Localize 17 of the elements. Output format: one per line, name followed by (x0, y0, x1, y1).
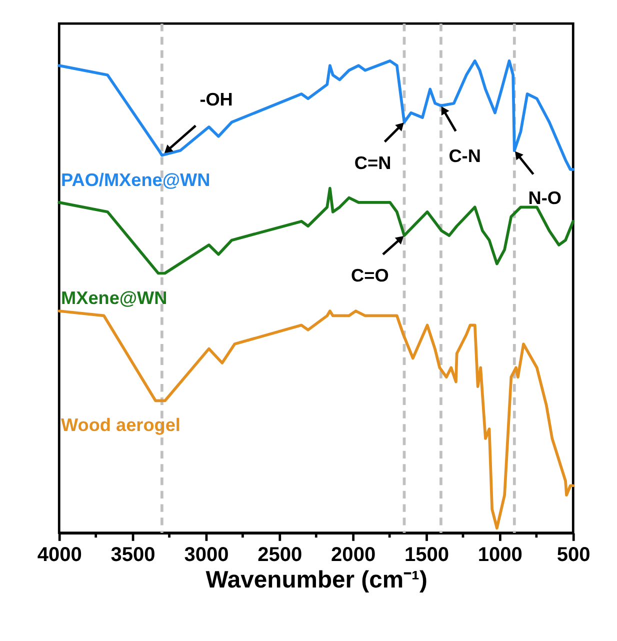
annotation: C=O (351, 265, 389, 286)
x-tick-label: 2500 (258, 544, 302, 566)
x-tick-label: 2000 (331, 544, 376, 566)
series-label: Wood aerogel (61, 415, 180, 436)
series-label: PAO/MXene@WN (61, 170, 210, 190)
x-tick-label: 1000 (478, 544, 522, 566)
annotation: C-N (448, 146, 481, 166)
series-label: MXene@WN (61, 288, 168, 308)
annotation: -OH (200, 90, 233, 110)
x-tick-label: 3500 (110, 544, 156, 566)
x-axis-title: Wavenumber (cm⁻¹) (206, 566, 428, 594)
x-tick-label: 1500 (404, 544, 450, 566)
x-tick-label: 4000 (37, 544, 82, 566)
x-tick-label: 500 (556, 544, 590, 566)
annotation: C=N (354, 152, 392, 173)
annotation: N-O (528, 188, 562, 208)
x-tick-label: 3000 (184, 544, 229, 566)
